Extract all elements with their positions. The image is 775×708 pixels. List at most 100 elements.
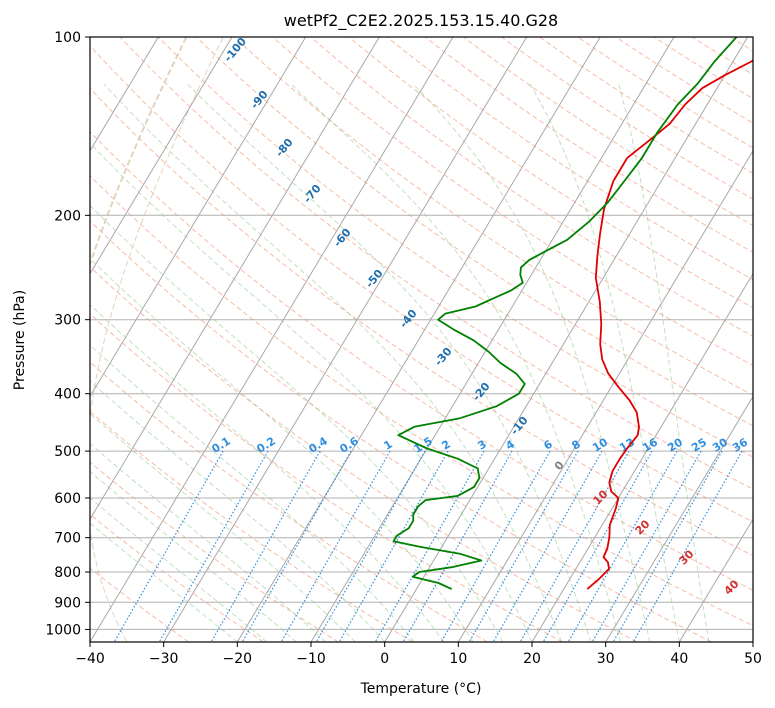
mixing-ratio-label: 4	[503, 437, 517, 452]
mixing-ratio-line	[374, 450, 485, 642]
y-tick-label: 400	[54, 387, 81, 403]
y-tick-label: 100	[54, 30, 81, 46]
mixing-ratio-line	[280, 450, 391, 642]
moist-adiabat-line	[90, 442, 327, 642]
mixing-ratio-line	[210, 450, 321, 642]
mixing-ratio-line	[468, 450, 579, 642]
mixing-ratio-label: 10	[590, 435, 610, 454]
x-axis: −40 −30 −20 −10 0 10 20 30 40 50	[75, 642, 762, 667]
y-tick-label: 1000	[45, 622, 81, 638]
y-tick-label: 800	[54, 565, 81, 581]
mixing-ratio-line	[113, 450, 224, 642]
mixing-ratio-label: 1	[381, 438, 394, 453]
moist-adiabat-line	[90, 380, 386, 642]
dry-adiabat-label: -10	[508, 414, 531, 438]
mixing-ratio-label: 0.2	[254, 434, 277, 455]
mixing-ratio-line	[440, 450, 551, 642]
dry-adiabat-line	[272, 37, 753, 367]
mixing-ratio-line	[338, 450, 449, 642]
x-tick-label: 40	[670, 651, 688, 667]
moist-adiabat-line	[618, 83, 710, 642]
dry-adiabat-line	[90, 266, 638, 642]
x-tick-label: −20	[223, 651, 253, 667]
dry-adiabat-line	[90, 361, 488, 642]
mixing-ratio-label: 36	[730, 435, 750, 454]
isotherm-line	[310, 37, 675, 642]
moist-adiabat-line	[90, 522, 238, 642]
isotherm-line	[0, 37, 11, 642]
mixing-ratio-line	[591, 450, 702, 642]
mixing-ratio-line	[542, 450, 653, 642]
dry-adiabat-line	[90, 220, 712, 642]
dry-adiabat-label: -90	[248, 88, 271, 112]
moist-adiabat-line	[90, 470, 297, 642]
moist-adiabat-line	[412, 83, 651, 642]
dry-adiabat-label: -80	[273, 136, 296, 160]
mixing-ratio-label: 0.6	[337, 434, 361, 456]
y-axis: 100 200 300 400 500 600 700 800 900 1000	[45, 30, 90, 638]
moist-adiabat-line	[290, 83, 621, 642]
dry-adiabat-line	[539, 37, 753, 174]
dry-adiabat-line	[310, 37, 753, 337]
reference-arc-line	[90, 37, 188, 642]
mixing-ratio-label: 25	[689, 436, 709, 455]
mixing-ratio-line	[612, 450, 723, 642]
mixing-ratio-lines	[113, 450, 743, 642]
dry-adiabat-line	[90, 175, 753, 627]
isotherm-line	[605, 395, 753, 642]
moist-adiabat-line	[529, 83, 680, 642]
moist-adiabat-line	[90, 497, 268, 642]
moist-adiabat-line	[90, 304, 444, 642]
y-tick-label: 500	[54, 444, 81, 460]
mixing-ratio-line	[315, 450, 426, 642]
isotherm-line	[678, 518, 753, 642]
dry-adiabat-label-zero: 0	[552, 458, 567, 472]
mixing-ratio-label: 2	[439, 438, 452, 453]
dry-adiabat-line	[386, 37, 753, 281]
moist-adiabat-line	[90, 413, 356, 642]
dry-adiabat-line	[348, 37, 753, 309]
isotherm-line	[163, 37, 528, 642]
isotherm-line	[90, 37, 454, 642]
dry-adiabat-line	[501, 37, 753, 200]
moist-adiabat-line	[103, 83, 562, 642]
x-tick-label: 0	[380, 651, 389, 667]
moist-adiabat-line	[186, 83, 592, 642]
y-tick-label: 700	[54, 531, 81, 547]
isotherm-line	[90, 37, 380, 521]
grid-lines	[0, 37, 753, 642]
mixing-ratio-label: 6	[541, 437, 555, 452]
x-tick-label: −40	[75, 651, 105, 667]
mixing-ratio-line	[241, 450, 352, 642]
isotherm-line	[90, 37, 233, 275]
dewpoint-line	[392, 37, 738, 590]
y-tick-label: 600	[54, 491, 81, 507]
dry-adiabat-line	[90, 567, 190, 642]
x-axis-label: Temperature (°C)	[360, 681, 482, 697]
mixing-ratio-label: 8	[569, 438, 582, 453]
x-tick-label: 20	[523, 651, 541, 667]
isotherm-line	[90, 37, 159, 152]
moist-adiabat-label: 40	[722, 577, 742, 597]
mixing-ratio-label: 1.5	[411, 434, 434, 455]
background-lines	[90, 37, 775, 642]
mixing-ratio-line	[567, 450, 678, 642]
dry-adiabat-label: -40	[397, 307, 420, 331]
dry-adiabat-line	[90, 461, 339, 642]
isotherm-line	[384, 37, 749, 642]
reference-arc-line	[90, 37, 224, 642]
mixing-ratio-line	[632, 450, 743, 642]
dry-adiabat-line	[768, 37, 775, 642]
y-tick-label: 300	[54, 313, 81, 329]
y-axis-label: Pressure (hPa)	[12, 290, 28, 390]
dry-adiabat-label: -70	[301, 182, 324, 206]
temperature-line	[586, 59, 753, 590]
mixing-ratio-line	[158, 450, 269, 642]
mixing-ratio-line	[492, 450, 603, 642]
dry-adiabat-line	[90, 130, 753, 591]
moist-adiabat-line	[90, 142, 533, 642]
y-tick-label: 900	[54, 595, 81, 611]
x-tick-label: −30	[149, 651, 179, 667]
x-tick-label: 50	[744, 651, 762, 667]
